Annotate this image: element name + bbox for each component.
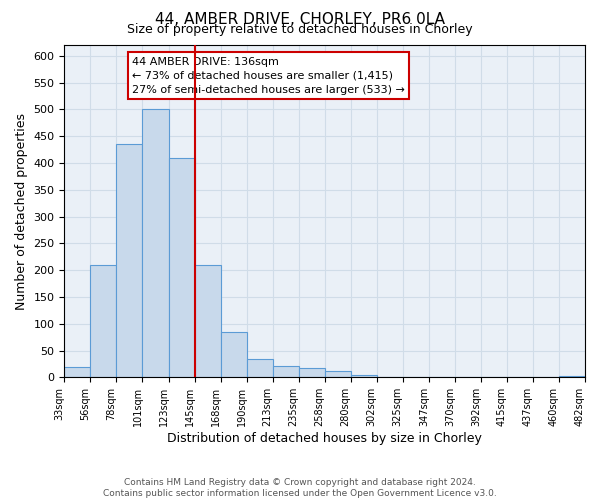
Bar bbox=[91, 265, 116, 378]
Bar bbox=[142, 110, 169, 378]
Bar bbox=[272, 366, 299, 378]
Bar bbox=[64, 366, 91, 378]
Bar bbox=[169, 158, 194, 378]
Bar bbox=[221, 332, 247, 378]
Text: 44, AMBER DRIVE, CHORLEY, PR6 0LA: 44, AMBER DRIVE, CHORLEY, PR6 0LA bbox=[155, 12, 445, 28]
X-axis label: Distribution of detached houses by size in Chorley: Distribution of detached houses by size … bbox=[167, 432, 482, 445]
Bar bbox=[116, 144, 142, 378]
Text: 44 AMBER DRIVE: 136sqm
← 73% of detached houses are smaller (1,415)
27% of semi-: 44 AMBER DRIVE: 136sqm ← 73% of detached… bbox=[132, 56, 405, 94]
Y-axis label: Number of detached properties: Number of detached properties bbox=[15, 112, 28, 310]
Bar bbox=[194, 265, 221, 378]
Bar bbox=[559, 376, 585, 378]
Bar bbox=[351, 374, 377, 378]
Bar bbox=[299, 368, 325, 378]
Bar bbox=[325, 371, 351, 378]
Bar bbox=[247, 358, 272, 378]
Text: Contains HM Land Registry data © Crown copyright and database right 2024.
Contai: Contains HM Land Registry data © Crown c… bbox=[103, 478, 497, 498]
Text: Size of property relative to detached houses in Chorley: Size of property relative to detached ho… bbox=[127, 22, 473, 36]
